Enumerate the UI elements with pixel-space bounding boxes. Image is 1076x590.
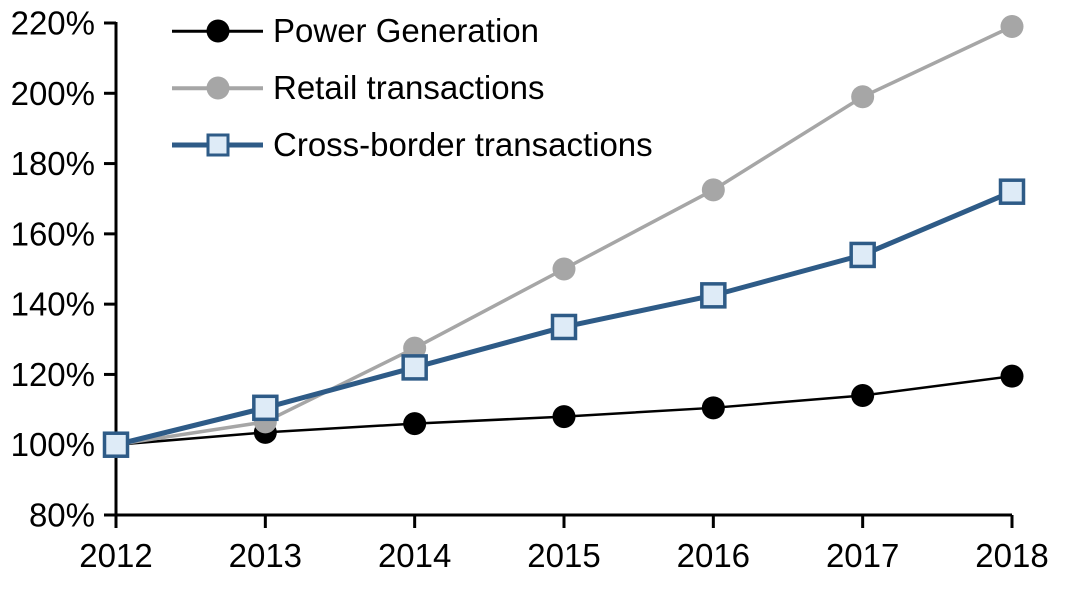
y-tick-label: 200% xyxy=(11,75,95,112)
power-generation-point-2016 xyxy=(701,396,725,420)
circle-marker-icon xyxy=(206,19,229,43)
power-generation-line-sample-icon xyxy=(172,9,263,53)
power-generation-point-2017 xyxy=(851,384,875,408)
series-cross-border-transactions xyxy=(102,178,1026,458)
retail-transactions-point-2015 xyxy=(552,257,576,281)
x-tick-label: 2017 xyxy=(826,537,899,574)
x-tick-label: 2016 xyxy=(677,537,750,574)
retail-transactions-point-2014 xyxy=(403,336,427,360)
x-tick-label: 2014 xyxy=(378,537,451,574)
retail-transactions-point-2016 xyxy=(701,178,725,202)
power-generation-point-2015 xyxy=(552,405,576,429)
x-tick-label: 2012 xyxy=(79,537,152,574)
retail-transactions-point-2018 xyxy=(1000,15,1024,39)
legend: Power Generation Retail transactions Cro… xyxy=(172,9,653,167)
x-tick-label: 2015 xyxy=(527,537,600,574)
cross-border-transactions-point-2017 xyxy=(849,241,876,269)
y-tick-label: 100% xyxy=(11,426,95,463)
legend-item-retail-transactions: Retail transactions xyxy=(172,66,653,110)
square-marker-icon xyxy=(206,133,229,157)
y-tick-label: 220% xyxy=(11,5,95,42)
retail-transactions-line-sample-icon xyxy=(172,66,263,110)
legend-label-cross-border-transactions: Cross-border transactions xyxy=(273,126,653,163)
retail-transactions-point-2017 xyxy=(851,85,875,109)
circle-marker-icon xyxy=(206,76,229,100)
cross-border-transactions-line-sample-icon xyxy=(172,123,263,167)
cross-border-transactions-point-2012 xyxy=(102,431,130,458)
y-tick-label: 120% xyxy=(11,356,95,393)
cross-border-transactions-point-2015 xyxy=(550,313,578,341)
y-tick-label: 180% xyxy=(11,145,95,182)
cross-border-transactions-point-2018 xyxy=(998,178,1026,205)
y-tick-label: 160% xyxy=(11,215,95,252)
cross-border-transactions-point-2014 xyxy=(401,354,428,381)
power-generation-point-2014 xyxy=(403,412,427,436)
cross-border-transactions-point-2016 xyxy=(700,282,727,309)
power-generation-point-2018 xyxy=(1000,364,1024,388)
legend-item-cross-border-transactions: Cross-border transactions xyxy=(172,123,653,167)
y-tick-label: 140% xyxy=(11,286,95,323)
y-tick-label: 80% xyxy=(29,497,95,534)
x-tick-label: 2013 xyxy=(229,537,302,574)
legend-label-power-generation: Power Generation xyxy=(273,12,539,49)
legend-label-retail-transactions: Retail transactions xyxy=(273,69,545,106)
y-axis-ticks: 80% 100% 120% 140% 160% 180% 200% 220% xyxy=(11,5,116,534)
series-power-generation xyxy=(104,364,1024,457)
x-tick-label: 2018 xyxy=(975,537,1048,574)
cross-border-transactions-point-2013 xyxy=(252,394,279,422)
legend-item-power-generation: Power Generation xyxy=(172,9,653,53)
x-axis-ticks: 2012 2013 2014 2015 2016 2017 2018 xyxy=(79,515,1049,574)
